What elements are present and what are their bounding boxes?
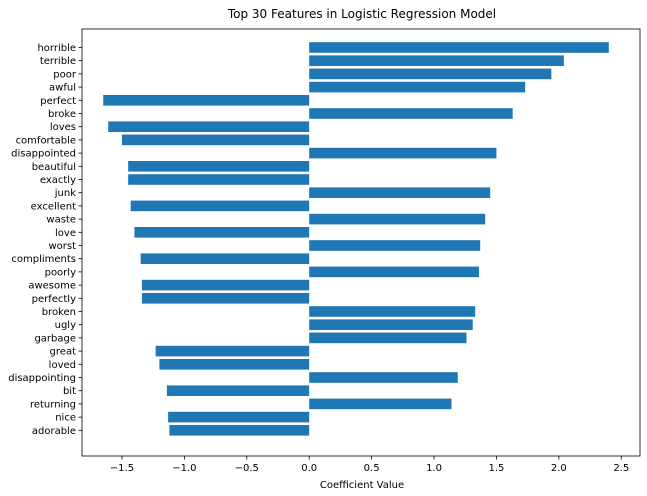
bar-loved: [159, 359, 310, 370]
bar-broke: [309, 108, 513, 119]
y-tick-label: comfortable: [16, 135, 76, 146]
y-tick-label: worst: [48, 241, 76, 252]
bar-worst: [309, 240, 481, 251]
y-tick-label: disappointed: [11, 149, 76, 160]
y-tick-label: disappointing: [8, 373, 76, 384]
bar-waste: [309, 213, 486, 225]
bar-perfectly: [141, 293, 310, 304]
x-tick-label: 0.5: [364, 463, 380, 474]
y-tick-label: awesome: [28, 281, 76, 292]
y-tick-label: poor: [53, 69, 77, 80]
y-tick-label: beautiful: [32, 162, 76, 173]
y-tick-label: compliments: [11, 254, 76, 265]
y-tick-label: horrible: [37, 43, 76, 54]
y-tick-label: waste: [46, 215, 76, 226]
y-tick-label: broke: [48, 109, 76, 120]
bar-poorly: [309, 266, 479, 278]
y-tick-label: junk: [54, 188, 76, 199]
y-tick-label: returning: [30, 399, 76, 410]
y-tick-label: nice: [55, 413, 76, 424]
y-tick-label: perfectly: [32, 294, 76, 305]
bar-junk: [309, 187, 491, 198]
bar-beautiful: [128, 161, 310, 172]
y-axis: horrible terrible poor awful perfect broke lov…: [8, 43, 82, 437]
bar-adorable: [169, 425, 310, 436]
y-tick-label: adorable: [32, 426, 76, 437]
bar-broken: [309, 306, 476, 317]
x-tick-label: −1.5: [110, 463, 134, 474]
bars-group: [103, 42, 609, 436]
bar-awesome: [141, 279, 310, 291]
bar-love: [134, 227, 310, 238]
x-tick-label: 2.5: [613, 463, 629, 474]
y-tick-label: terrible: [40, 56, 76, 67]
y-tick-label: bit: [63, 386, 76, 397]
bar-disappointed: [309, 147, 497, 159]
chart-title: Top 30 Features in Logistic Regression M…: [227, 7, 496, 21]
bar-disappointing: [309, 372, 458, 383]
y-tick-label: awful: [49, 83, 76, 94]
y-tick-label: loves: [50, 122, 76, 133]
y-tick-label: poorly: [45, 267, 76, 278]
bar-poor: [309, 68, 552, 80]
bar-compliments: [140, 253, 310, 264]
bar-great: [155, 345, 310, 357]
bar-perfect: [103, 95, 310, 106]
bar-bit: [166, 385, 310, 396]
bar-awful: [309, 81, 526, 93]
y-tick-label: great: [50, 347, 77, 358]
bar-returning: [309, 398, 452, 410]
y-tick-label: ugly: [55, 320, 76, 331]
y-tick-label: exactly: [40, 175, 76, 186]
bar-loves: [108, 121, 310, 132]
x-tick-label: −0.5: [235, 463, 259, 474]
y-tick-label: broken: [42, 307, 76, 318]
bar-excellent: [130, 200, 310, 212]
y-tick-label: garbage: [34, 333, 76, 344]
x-tick-label: 2.0: [551, 463, 567, 474]
x-axis: −1.5 −1.0 −0.5 0.0 0.5 1.0 1.5 2.0 2.5: [110, 456, 629, 474]
bar-nice: [168, 411, 310, 423]
y-tick-label: excellent: [31, 201, 76, 212]
bar-terrible: [309, 55, 564, 66]
bar-garbage: [309, 332, 467, 344]
y-tick-label: loved: [49, 360, 76, 371]
x-tick-label: 1.5: [488, 463, 504, 474]
bar-exactly: [128, 174, 310, 185]
bar-ugly: [309, 319, 473, 330]
x-axis-label: Coefficient Value: [320, 480, 404, 491]
y-tick-label: perfect: [40, 96, 76, 107]
bar-comfortable: [121, 134, 310, 146]
x-tick-label: 1.0: [426, 463, 442, 474]
x-tick-label: −1.0: [172, 463, 196, 474]
bar-horrible: [309, 42, 609, 53]
x-tick-label: 0.0: [301, 463, 317, 474]
plot-frame: [81, 28, 641, 457]
y-tick-label: love: [55, 228, 76, 239]
